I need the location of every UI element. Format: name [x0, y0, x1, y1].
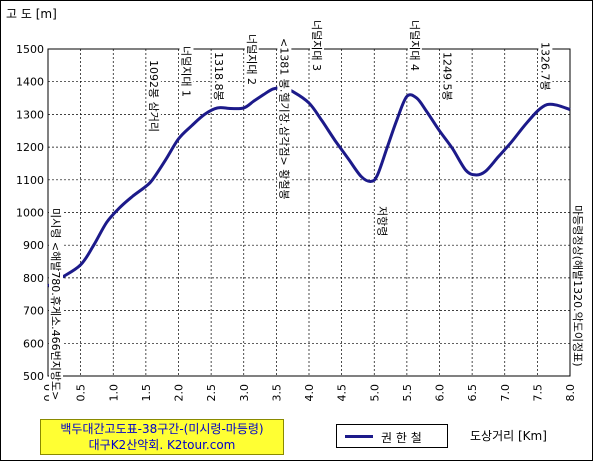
x-tick-label: 2.5 [205, 384, 218, 402]
x-axis-title: 도상거리 [Km] [470, 429, 547, 443]
annotation-label: 너덜지대 4 [408, 20, 421, 71]
x-tick-label: 1.5 [140, 384, 153, 402]
y-tick-label: 500 [23, 370, 44, 383]
annotation: 저항령 [375, 205, 390, 238]
annotation: 너덜지대 1 [179, 45, 194, 98]
annotation: 너덜지대 4 [407, 19, 422, 72]
annotation-label: 미시령 <해발780.휴게소.466번지방도> [49, 208, 63, 400]
y-tick-label: 600 [23, 337, 44, 350]
info-title: 백두대간고도표-38구간-(미시령-마등령) [60, 422, 264, 436]
x-tick-label: 5.5 [401, 384, 414, 402]
x-tick-label: 3.5 [270, 384, 283, 402]
annotation-label: 1318.8봉 [212, 52, 225, 101]
x-tick-label: 4.5 [336, 384, 349, 402]
annotation: 너덜지대 3 [310, 19, 324, 72]
y-tick-label: 1000 [16, 207, 44, 220]
y-axis-title: 고 도 [m] [6, 7, 57, 21]
y-tick-label: 1500 [16, 43, 44, 56]
info-box: 백두대간고도표-38구간-(미시령-마등령) 대구K2산악회. K2tour.c… [40, 419, 284, 455]
x-tick-label: 5.0 [368, 384, 381, 402]
annotation: 너덜지대 2 [244, 33, 259, 86]
x-tick-label: 8.0 [564, 384, 577, 402]
annotation: 1318.8봉 [212, 51, 227, 102]
annotation-label: 1326.7봉 [538, 42, 551, 91]
y-tick-label: 900 [23, 239, 44, 252]
y-tick-label: 700 [23, 305, 44, 318]
x-tick-label: 7.5 [531, 384, 544, 402]
x-tick-label: 1.0 [107, 384, 120, 402]
annotation: 1326.7봉 [538, 41, 553, 92]
y-tick-label: 1400 [16, 76, 44, 89]
y-tick-label: 800 [23, 272, 44, 285]
annotation: 미시령 <해발780.휴게소.466번지방도> [49, 207, 63, 402]
annotation-label: 1092봉 삼거리 [147, 60, 160, 132]
annotation-label: 저항령 [375, 206, 388, 236]
x-tick-label: 6.0 [434, 384, 447, 402]
x-tick-label: 2.0 [173, 384, 186, 402]
legend: 권 한 철 [336, 424, 448, 448]
x-tick-label: 7.0 [499, 384, 512, 402]
annotation: <1381 봉.헬기장.삼각점> 황철봉 [277, 37, 292, 201]
legend-swatch [345, 435, 373, 438]
y-tick-label: 1200 [16, 141, 44, 154]
annotation-label: 너덜지대 1 [180, 46, 193, 97]
y-tick-label: 1100 [16, 174, 44, 187]
annotation-label: <1381 봉.헬기장.삼각점> 황철봉 [277, 38, 290, 200]
annotation: 마등령정상(해발1320.악도이정표) [571, 204, 585, 368]
annotation-label: 너덜지대 3 [310, 20, 323, 71]
x-tick-label: 4.0 [303, 384, 316, 402]
x-tick-label: 3.0 [238, 384, 251, 402]
annotation-label: 너덜지대 2 [245, 34, 258, 85]
info-credit: 대구K2산악회. K2tour.com [88, 438, 236, 452]
annotation: 1092봉 삼거리 [146, 59, 161, 133]
annotation: 1249.5봉 [440, 51, 455, 102]
annotation-label: 마등령정상(해발1320.악도이정표) [571, 205, 585, 367]
y-tick-label: 1300 [16, 108, 44, 121]
x-tick-label: 6.5 [466, 384, 479, 402]
annotation-label: 1249.5봉 [441, 52, 454, 101]
series-line [47, 86, 571, 288]
x-tick-label: 0.5 [75, 384, 88, 402]
legend-label: 권 한 철 [381, 431, 422, 445]
